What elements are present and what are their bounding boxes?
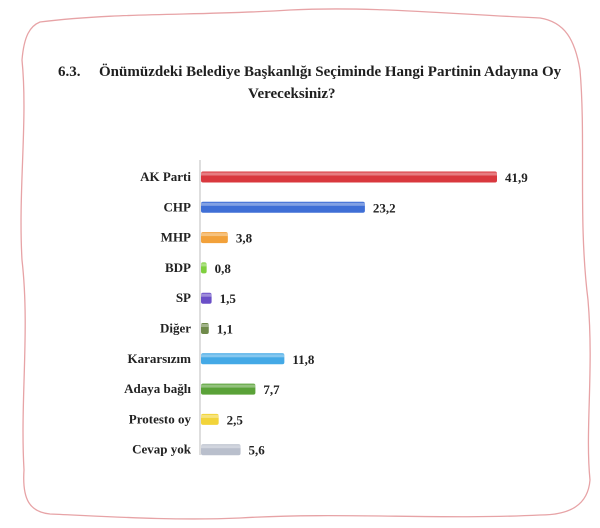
bar-highlight-cevap-yok xyxy=(201,445,241,449)
bar-kararsizim xyxy=(201,353,285,365)
bar-highlight-bdp xyxy=(201,263,207,267)
bar-highlight-ak-parti xyxy=(201,172,497,176)
value-label-adaya-bagli: 7,7 xyxy=(263,382,280,397)
category-labels: AK Parti CHP MHP BDP SP Diğer Kararsızım Adaya … xyxy=(124,169,192,457)
value-label-diger: 1,1 xyxy=(217,322,233,337)
category-label-bdp: BDP xyxy=(165,260,191,275)
value-label-kararsizim: 11,8 xyxy=(292,352,315,367)
category-label-protesto-oy: Protesto oy xyxy=(129,411,192,426)
bar-mhp xyxy=(201,232,228,244)
bar-highlight-adaya-bagli xyxy=(201,384,256,388)
value-label-ak-parti: 41,9 xyxy=(505,170,528,185)
category-label-ak-parti: AK Parti xyxy=(140,169,191,184)
value-labels: 41,9 23,2 3,8 0,8 1,5 1,1 11,8 7,7 2,5 5,6 xyxy=(215,170,529,458)
value-label-cevap-yok: 5,6 xyxy=(249,443,266,458)
bar-highlight-sp xyxy=(201,293,212,297)
bar-highlight-kararsizim xyxy=(201,354,285,358)
category-label-diger: Diğer xyxy=(160,321,191,336)
bar-bdp xyxy=(201,262,207,274)
paper-edge xyxy=(20,8,591,520)
bar-highlight-chp xyxy=(201,202,365,206)
bar-highlight-protesto-oy xyxy=(201,414,219,418)
category-label-chp: CHP xyxy=(164,199,192,214)
bar-ak-parti xyxy=(201,171,497,183)
bar-highlight-mhp xyxy=(201,233,228,237)
value-label-mhp: 3,8 xyxy=(236,231,253,246)
bar-chp xyxy=(201,201,365,213)
value-label-sp: 1,5 xyxy=(220,291,237,306)
category-label-adaya-bagli: Adaya bağlı xyxy=(124,381,191,396)
question-title-line-1: Önümüzdeki Belediye Başkanlığı Seçiminde… xyxy=(99,64,562,80)
category-label-mhp: MHP xyxy=(161,230,191,245)
bar-protesto-oy xyxy=(201,413,219,425)
bars-group xyxy=(201,171,497,456)
category-label-cevap-yok: Cevap yok xyxy=(132,442,192,457)
category-label-sp: SP xyxy=(176,290,191,305)
value-label-bdp: 0,8 xyxy=(215,261,232,276)
value-label-chp: 23,2 xyxy=(373,200,396,215)
bar-sp xyxy=(201,292,212,304)
category-label-kararsizim: Kararsızım xyxy=(127,351,191,366)
value-label-protesto-oy: 2,5 xyxy=(227,412,244,427)
bar-highlight-diger xyxy=(201,324,209,327)
bar-cevap-yok xyxy=(201,444,241,456)
question-title-line-2: Vereceksiniz? xyxy=(248,86,336,102)
bar-diger xyxy=(201,323,209,334)
question-number: 6.3. xyxy=(58,64,81,80)
bar-adaya-bagli xyxy=(201,383,256,395)
